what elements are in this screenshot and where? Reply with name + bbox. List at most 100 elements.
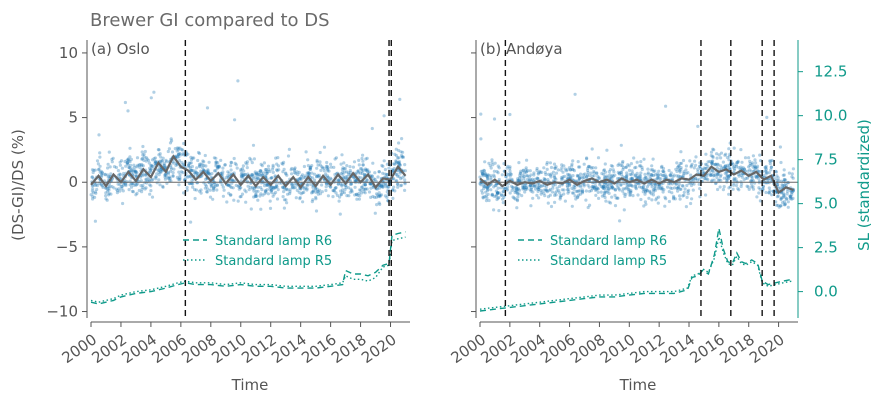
data-point: [694, 177, 698, 181]
data-point: [715, 166, 719, 170]
data-point: [529, 204, 533, 208]
data-point: [107, 186, 111, 190]
data-point: [522, 185, 526, 190]
data-point: [566, 175, 570, 179]
data-point: [157, 173, 161, 177]
data-point: [619, 182, 623, 187]
data-point: [186, 175, 190, 179]
data-point: [542, 191, 546, 195]
data-point: [200, 166, 205, 170]
data-point: [491, 193, 495, 197]
data-point: [628, 192, 632, 196]
data-point: [719, 178, 723, 182]
data-point: [107, 188, 111, 192]
data-point: [369, 182, 373, 186]
data-point: [565, 182, 570, 186]
data-point: [112, 186, 116, 190]
data-point: [227, 183, 231, 187]
data-point: [126, 109, 130, 113]
data-point: [782, 177, 786, 182]
data-point: [271, 163, 275, 167]
data-point: [180, 161, 184, 165]
data-point: [529, 187, 534, 191]
data-point: [205, 169, 209, 173]
data-point: [166, 172, 171, 176]
data-point: [325, 166, 329, 170]
data-point: [493, 161, 497, 165]
data-point: [496, 196, 500, 200]
data-point: [525, 187, 529, 191]
data-point: [314, 195, 318, 199]
data-point: [315, 166, 319, 170]
data-point: [381, 164, 385, 168]
data-point: [660, 185, 664, 189]
data-point: [326, 169, 330, 173]
data-point: [254, 194, 258, 198]
data-point: [742, 178, 746, 182]
data-point: [262, 161, 266, 165]
data-point: [99, 183, 103, 187]
data-point: [577, 179, 581, 183]
data-point: [640, 165, 644, 169]
data-point: [224, 176, 228, 180]
data-point: [295, 170, 299, 174]
data-point: [686, 189, 690, 194]
data-point: [282, 186, 286, 190]
data-point: [686, 192, 690, 196]
data-point: [111, 156, 115, 160]
data-point: [345, 194, 349, 198]
data-point: [158, 183, 162, 187]
data-point: [517, 188, 522, 192]
data-point: [327, 169, 331, 173]
data-point: [749, 169, 754, 173]
data-point: [513, 190, 517, 195]
data-point: [251, 143, 256, 147]
data-point: [711, 155, 715, 159]
data-point: [525, 158, 529, 162]
data-point: [326, 194, 330, 198]
data-point: [748, 163, 752, 168]
data-point: [229, 161, 234, 165]
data-point: [634, 176, 639, 180]
series-line-r6: [479, 228, 793, 312]
data-point: [339, 189, 343, 193]
data-point: [128, 155, 132, 159]
data-point: [785, 197, 789, 201]
data-point: [254, 194, 259, 198]
data-point: [352, 176, 356, 180]
data-point: [281, 185, 285, 189]
data-point: [177, 159, 182, 163]
data-point: [325, 182, 329, 186]
data-point: [739, 165, 743, 169]
data-point: [502, 189, 506, 193]
data-point: [644, 187, 648, 192]
data-point: [751, 154, 756, 158]
data-point: [653, 185, 657, 189]
data-point: [230, 178, 235, 182]
data-point: [638, 173, 642, 178]
data-point: [217, 164, 221, 168]
data-point: [382, 159, 386, 163]
data-point: [202, 160, 206, 164]
data-point: [162, 161, 166, 165]
data-point: [790, 175, 794, 179]
data-point: [582, 162, 586, 166]
data-point: [547, 172, 551, 176]
data-point: [766, 178, 770, 182]
data-point: [697, 177, 701, 181]
data-point: [269, 189, 273, 193]
data-point: [360, 185, 364, 189]
data-point: [633, 173, 637, 177]
data-point: [739, 184, 743, 189]
data-point: [485, 174, 489, 178]
data-point: [678, 175, 682, 179]
data-point: [573, 185, 577, 190]
data-point: [619, 163, 623, 167]
data-point: [624, 165, 628, 169]
data-point: [254, 189, 258, 193]
data-point: [690, 162, 694, 166]
data-point: [496, 186, 500, 190]
data-point: [204, 164, 208, 168]
data-point: [397, 160, 402, 164]
data-point: [325, 174, 330, 178]
